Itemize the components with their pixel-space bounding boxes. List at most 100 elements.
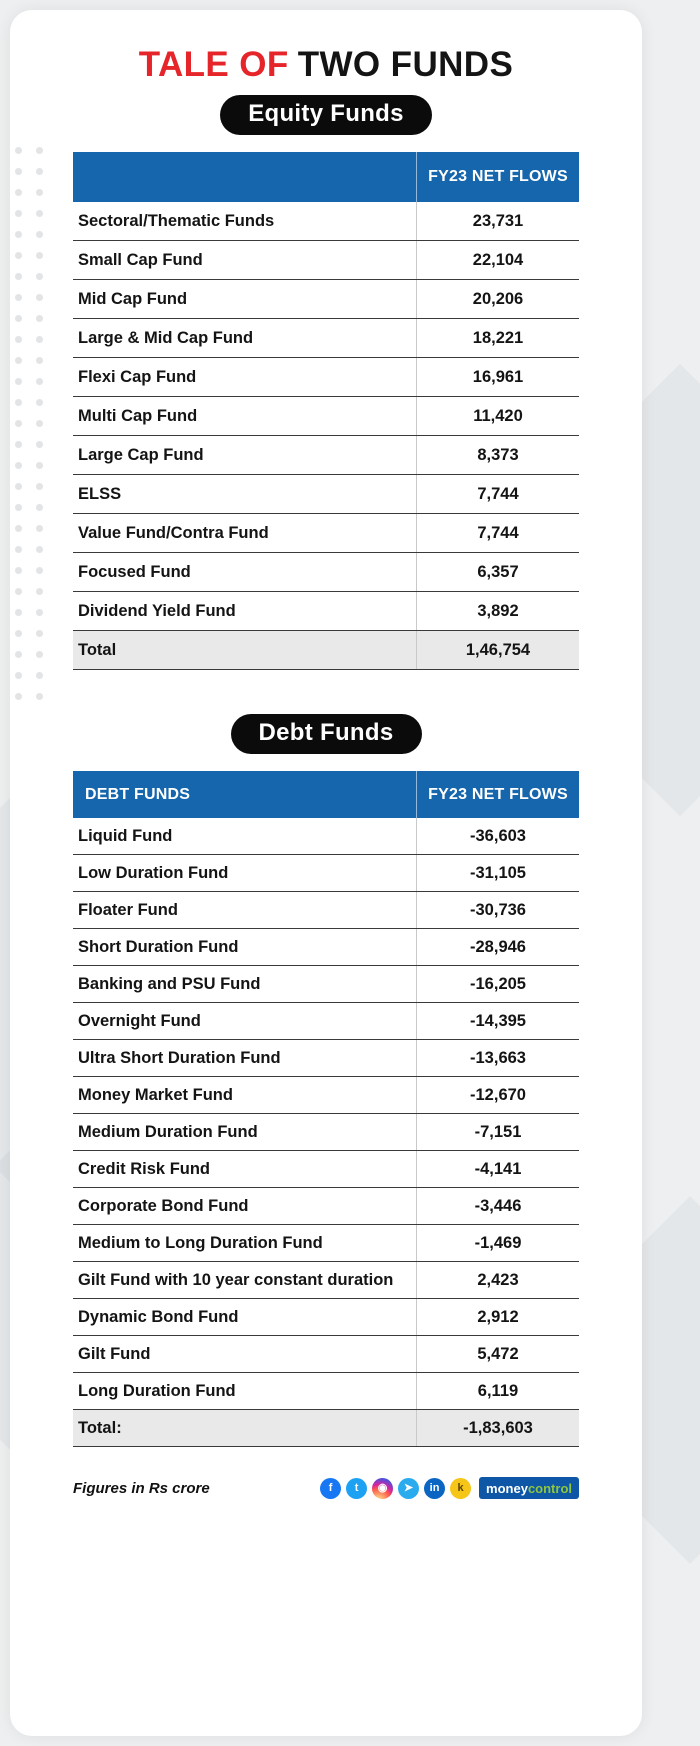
- table-row: Mid Cap Fund 20,206: [73, 280, 579, 319]
- fund-value: -3,446: [416, 1188, 579, 1224]
- fund-value: 16,961: [416, 358, 579, 396]
- linkedin-icon[interactable]: in: [424, 1477, 446, 1499]
- debt-funds-badge: Debt Funds: [230, 714, 422, 754]
- total-value: 1,46,754: [416, 631, 579, 669]
- debt-badge-wrap: Debt Funds: [10, 714, 642, 754]
- table-row: Large Cap Fund 8,373: [73, 436, 579, 475]
- debt-funds-table: DEBT FUNDS FY23 NET FLOWS Liquid Fund -36…: [73, 771, 579, 1447]
- equity-funds-table: FY23 NET FLOWS Sectoral/Thematic Funds 23…: [73, 152, 579, 670]
- table-row: Medium Duration Fund -7,151: [73, 1114, 579, 1151]
- fund-value: -7,151: [416, 1114, 579, 1150]
- fund-value: -28,946: [416, 929, 579, 965]
- table-row: Credit Risk Fund -4,141: [73, 1151, 579, 1188]
- equity-funds-badge: Equity Funds: [220, 95, 432, 135]
- total-label: Total:: [78, 1418, 122, 1437]
- total-label: Total: [78, 640, 117, 659]
- fund-name: ELSS: [78, 484, 122, 503]
- table-row: Banking and PSU Fund -16,205: [73, 966, 579, 1003]
- debt-funds-section: Debt Funds DEBT FUNDS FY23 NET FLOWS Liq…: [10, 714, 642, 1447]
- fund-name: Low Duration Fund: [78, 863, 229, 882]
- table-row: Short Duration Fund -28,946: [73, 929, 579, 966]
- fund-value: 18,221: [416, 319, 579, 357]
- table-row: Corporate Bond Fund -3,446: [73, 1188, 579, 1225]
- total-row: Total 1,46,754: [73, 631, 579, 670]
- page-title-red: TALE OF: [138, 45, 289, 84]
- fund-value: 6,357: [416, 553, 579, 591]
- fund-name: Medium to Long Duration Fund: [78, 1233, 323, 1252]
- fund-value: -4,141: [416, 1151, 579, 1187]
- fund-value: -13,663: [416, 1040, 579, 1076]
- table-row: Value Fund/Contra Fund 7,744: [73, 514, 579, 553]
- fund-value: 7,744: [416, 475, 579, 513]
- fund-name: Dynamic Bond Fund: [78, 1307, 239, 1326]
- table-body: Sectoral/Thematic Funds 23,731 Small Cap F…: [73, 202, 579, 631]
- fund-name: Corporate Bond Fund: [78, 1196, 249, 1215]
- fund-name: Gilt Fund with 10 year constant duration: [78, 1270, 394, 1289]
- table-row: Low Duration Fund -31,105: [73, 855, 579, 892]
- table-header: DEBT FUNDS FY23 NET FLOWS: [73, 771, 579, 818]
- fund-value: -1,469: [416, 1225, 579, 1261]
- koo-icon[interactable]: k: [450, 1477, 472, 1499]
- table-body: Liquid Fund -36,603 Low Duration Fund -31,1…: [73, 818, 579, 1410]
- table-row: Gilt Fund 5,472: [73, 1336, 579, 1373]
- fund-name: Value Fund/Contra Fund: [78, 523, 269, 542]
- table-row: Overnight Fund -14,395: [73, 1003, 579, 1040]
- fund-name: Large Cap Fund: [78, 445, 204, 464]
- fund-value: 23,731: [416, 202, 579, 240]
- table-header-value: FY23 NET FLOWS: [416, 152, 579, 202]
- table-row: Sectoral/Thematic Funds 23,731: [73, 202, 579, 241]
- fund-name: Credit Risk Fund: [78, 1159, 211, 1178]
- fund-value: 6,119: [416, 1373, 579, 1409]
- table-row: Focused Fund 6,357: [73, 553, 579, 592]
- instagram-icon[interactable]: ◉: [372, 1477, 394, 1499]
- fund-value: 3,892: [416, 592, 579, 630]
- footer: Figures in Rs crore f t ◉ ➤ in k money control: [73, 1477, 579, 1499]
- fund-value: -36,603: [416, 818, 579, 854]
- fund-value: 7,744: [416, 514, 579, 552]
- fund-value: 20,206: [416, 280, 579, 318]
- equity-badge-wrap: Equity Funds: [10, 95, 642, 135]
- fund-name: Floater Fund: [78, 900, 178, 919]
- fund-name: Ultra Short Duration Fund: [78, 1048, 281, 1067]
- page-title: TALE OF TWO FUNDS: [10, 44, 642, 86]
- fund-value: 2,912: [416, 1299, 579, 1335]
- moneycontrol-logo-money: money: [486, 1480, 528, 1496]
- fund-name: Small Cap Fund: [78, 250, 203, 269]
- total-row: Total: -1,83,603: [73, 1410, 579, 1447]
- fund-name: Large & Mid Cap Fund: [78, 328, 254, 347]
- fund-name: Multi Cap Fund: [78, 406, 198, 425]
- fund-name: Medium Duration Fund: [78, 1122, 258, 1141]
- fund-name: Flexi Cap Fund: [78, 367, 197, 386]
- table-row: Gilt Fund with 10 year constant duration…: [73, 1262, 579, 1299]
- table-header-label: DEBT FUNDS: [85, 785, 191, 803]
- moneycontrol-logo-control: control: [527, 1480, 572, 1496]
- table-header-label: [73, 152, 416, 202]
- fund-name: Banking and PSU Fund: [78, 974, 261, 993]
- table-row: Liquid Fund -36,603: [73, 818, 579, 855]
- twitter-icon[interactable]: t: [346, 1477, 368, 1499]
- table-row: Large & Mid Cap Fund 18,221: [73, 319, 579, 358]
- moneycontrol-logo[interactable]: money control: [479, 1477, 579, 1499]
- fund-name: Sectoral/Thematic Funds: [78, 211, 275, 230]
- fund-value: -31,105: [416, 855, 579, 891]
- table-row: Dynamic Bond Fund 2,912: [73, 1299, 579, 1336]
- fund-name: Mid Cap Fund: [78, 289, 188, 308]
- fund-value: 2,423: [416, 1262, 579, 1298]
- fund-name: Long Duration Fund: [78, 1381, 236, 1400]
- fund-value: 5,472: [416, 1336, 579, 1372]
- fund-name: Overnight Fund: [78, 1011, 201, 1030]
- infographic-card: TALE OF TWO FUNDS Equity Funds FY23 NET F…: [10, 10, 642, 1736]
- fund-name: Liquid Fund: [78, 826, 173, 845]
- fund-value: -12,670: [416, 1077, 579, 1113]
- figures-note: Figures in Rs crore: [73, 1479, 210, 1497]
- table-row: Floater Fund -30,736: [73, 892, 579, 929]
- fund-value: -16,205: [416, 966, 579, 1002]
- facebook-icon[interactable]: f: [320, 1477, 342, 1499]
- fund-value: 22,104: [416, 241, 579, 279]
- fund-name: Dividend Yield Fund: [78, 601, 236, 620]
- table-header-value: FY23 NET FLOWS: [416, 771, 579, 818]
- fund-value: 8,373: [416, 436, 579, 474]
- table-row: Flexi Cap Fund 16,961: [73, 358, 579, 397]
- fund-value: -14,395: [416, 1003, 579, 1039]
- telegram-icon[interactable]: ➤: [398, 1477, 420, 1499]
